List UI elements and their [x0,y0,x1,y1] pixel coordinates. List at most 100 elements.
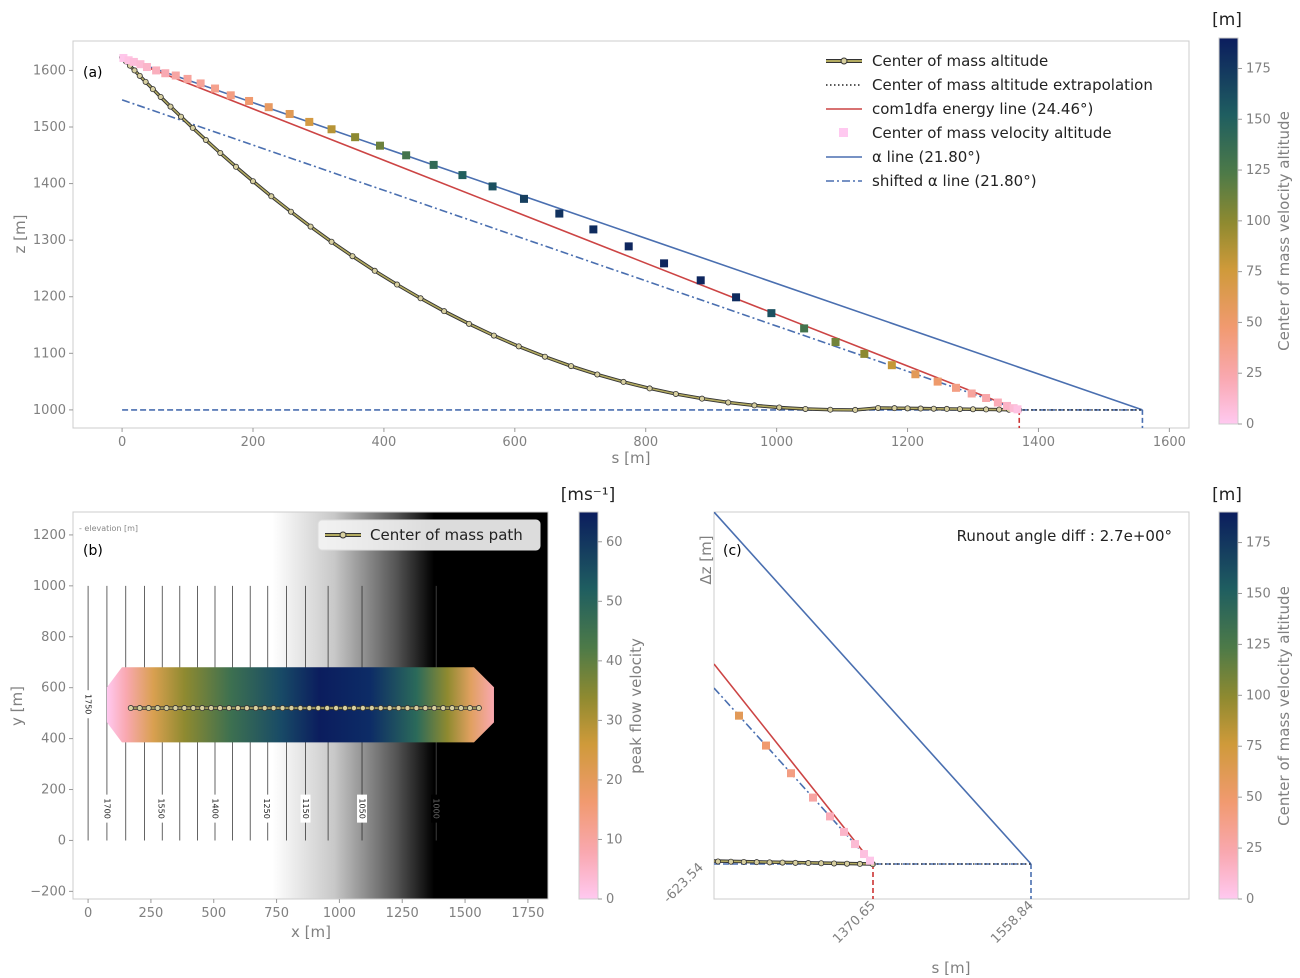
panel-c-ytick: -623.54 [661,860,707,906]
com-path-point [852,406,859,413]
panel-b-xtick-label: 1500 [449,906,482,921]
com-path-b-point [306,705,313,712]
com-path-point [776,404,783,411]
velocity-altitude-point [458,171,467,180]
panel-c-xtick-0: 1370.65 [830,898,879,947]
panel-b-ytick-label: 200 [41,783,66,798]
contour-label-bg [209,794,220,823]
com-path-b-point [413,705,420,712]
contour-label-bg [357,794,368,823]
com-path-b-point [350,705,357,712]
colorbar-b-label: peak flow velocity [627,638,645,774]
com-path-b-point [154,705,161,712]
com-path-point [983,406,990,413]
com-path-point [875,404,882,411]
com-path-point [328,238,335,245]
c-velocity-point [860,850,868,859]
colorbar-c: [m] 0 25 50 75 100 125 150 175 Center of mass v… [1212,485,1293,907]
velocity-altitude-point [305,117,314,126]
com-path-point [930,405,937,412]
panel-a-xtick-label: 1600 [1153,435,1186,450]
com-path-b-point [208,705,215,712]
velocity-altitude-point [351,133,360,142]
panel-b-ytick-label: 0 [58,833,66,848]
panel-a-y-ticks: 1000 1100 1200 1300 1400 1500 1600 [33,63,73,418]
panel-b-y-ticks: −200 0 200 400 600 800 1000 1200 [30,528,73,899]
c-com-path-point [727,858,734,865]
com-path-b-point [315,705,322,712]
panel-c-label: (c) [723,543,742,559]
colorbar-tick-label: 50 [606,594,623,609]
legend-path-marker [840,57,848,65]
com-path-point [802,405,809,412]
c-com-path-point [805,860,812,867]
flow-velocity-area [106,667,494,743]
c-velocity-point [735,711,743,720]
colorbar-tick-label: 40 [606,654,623,669]
com-path-point [202,137,209,144]
velocity-altitude-point [1013,405,1022,414]
velocity-altitude-point [327,125,336,134]
legend-entry-2: com1dfa energy line (24.46°) [872,100,1093,118]
com-path-point [149,86,156,93]
com-path-point [142,78,149,85]
velocity-altitude-point [555,209,564,218]
velocity-altitude-point [519,194,528,203]
colorbar-tick-label: 50 [1246,315,1263,330]
com-path-b-point [279,705,286,712]
panel-a-ytick-label: 1400 [33,177,66,192]
colorbar-tick-label: 10 [606,832,623,847]
legend-entry-5: shifted α line (21.80°) [872,172,1037,190]
com-path-b-point [252,705,259,712]
com-path-b-point [395,705,402,712]
colorbar-tick-label: 25 [1246,366,1263,381]
panel-b-ylabel: y [m] [8,686,26,726]
c-com-path-point [715,858,722,865]
c-velocity-point [826,812,834,821]
elevation-note: - elevation [m] [79,524,138,533]
panel-c-ylabel: Δz [m] [697,535,715,584]
com-path-point [349,253,356,260]
colorbar-tick-label: 75 [1246,265,1263,280]
velocity-altitude-point [624,242,633,251]
contour-label: 1700 [102,798,111,818]
panel-b-xtick-label: 1250 [386,906,419,921]
velocity-altitude-point [152,66,161,75]
velocity-altitude-point [767,309,776,318]
colorbar-b-ticks: 0 10 20 30 40 50 60 [598,535,623,907]
com-path-point [307,223,314,230]
panel-a-xtick-label: 600 [502,435,527,450]
panel-b-xtick-label: 1000 [323,906,356,921]
panel-b-xtick-label: 250 [138,906,163,921]
panel-b-ytick-label: −200 [30,884,66,899]
velocity-altitude-point [831,338,840,346]
c-velocity-point [866,856,874,865]
panel-a-ytick-label: 1500 [33,120,66,135]
com-path-b-point [359,705,366,712]
colorbar-tick-label: 100 [1246,214,1271,229]
panel-b: 1750170016501550150014001350125012001150… [8,511,549,941]
c-com-path-point [779,859,786,866]
c-com-path-point [856,860,863,867]
velocity-altitude-point [119,53,128,62]
panel-b-x-ticks: 0 250 500 750 1000 1250 1500 1750 [84,899,544,921]
com-path-point [751,402,758,409]
contour-label-bg [431,794,442,823]
legend-velocity-marker [839,128,848,137]
colorbar-a-title: [m] [1212,10,1242,30]
com-path-point [699,395,706,402]
colorbar-tick-label: 0 [1246,417,1254,432]
panel-b-ytick-label: 1200 [33,528,66,543]
com-path-point [904,405,911,412]
com-path-b-point [324,705,331,712]
contour-label-bg [83,690,94,719]
velocity-altitude-point [993,398,1002,407]
com-path-b-point [386,705,393,712]
velocity-altitude-point [887,361,896,370]
com-path-point [541,353,548,360]
panel-a-xtick-label: 800 [633,435,658,450]
com-path-b-point [458,705,465,712]
com-path-point [891,405,898,412]
com-path-b-point [270,705,277,712]
colorbar-b: [ms⁻¹] 0 10 20 30 40 50 60 peak flow velocity [561,485,645,907]
